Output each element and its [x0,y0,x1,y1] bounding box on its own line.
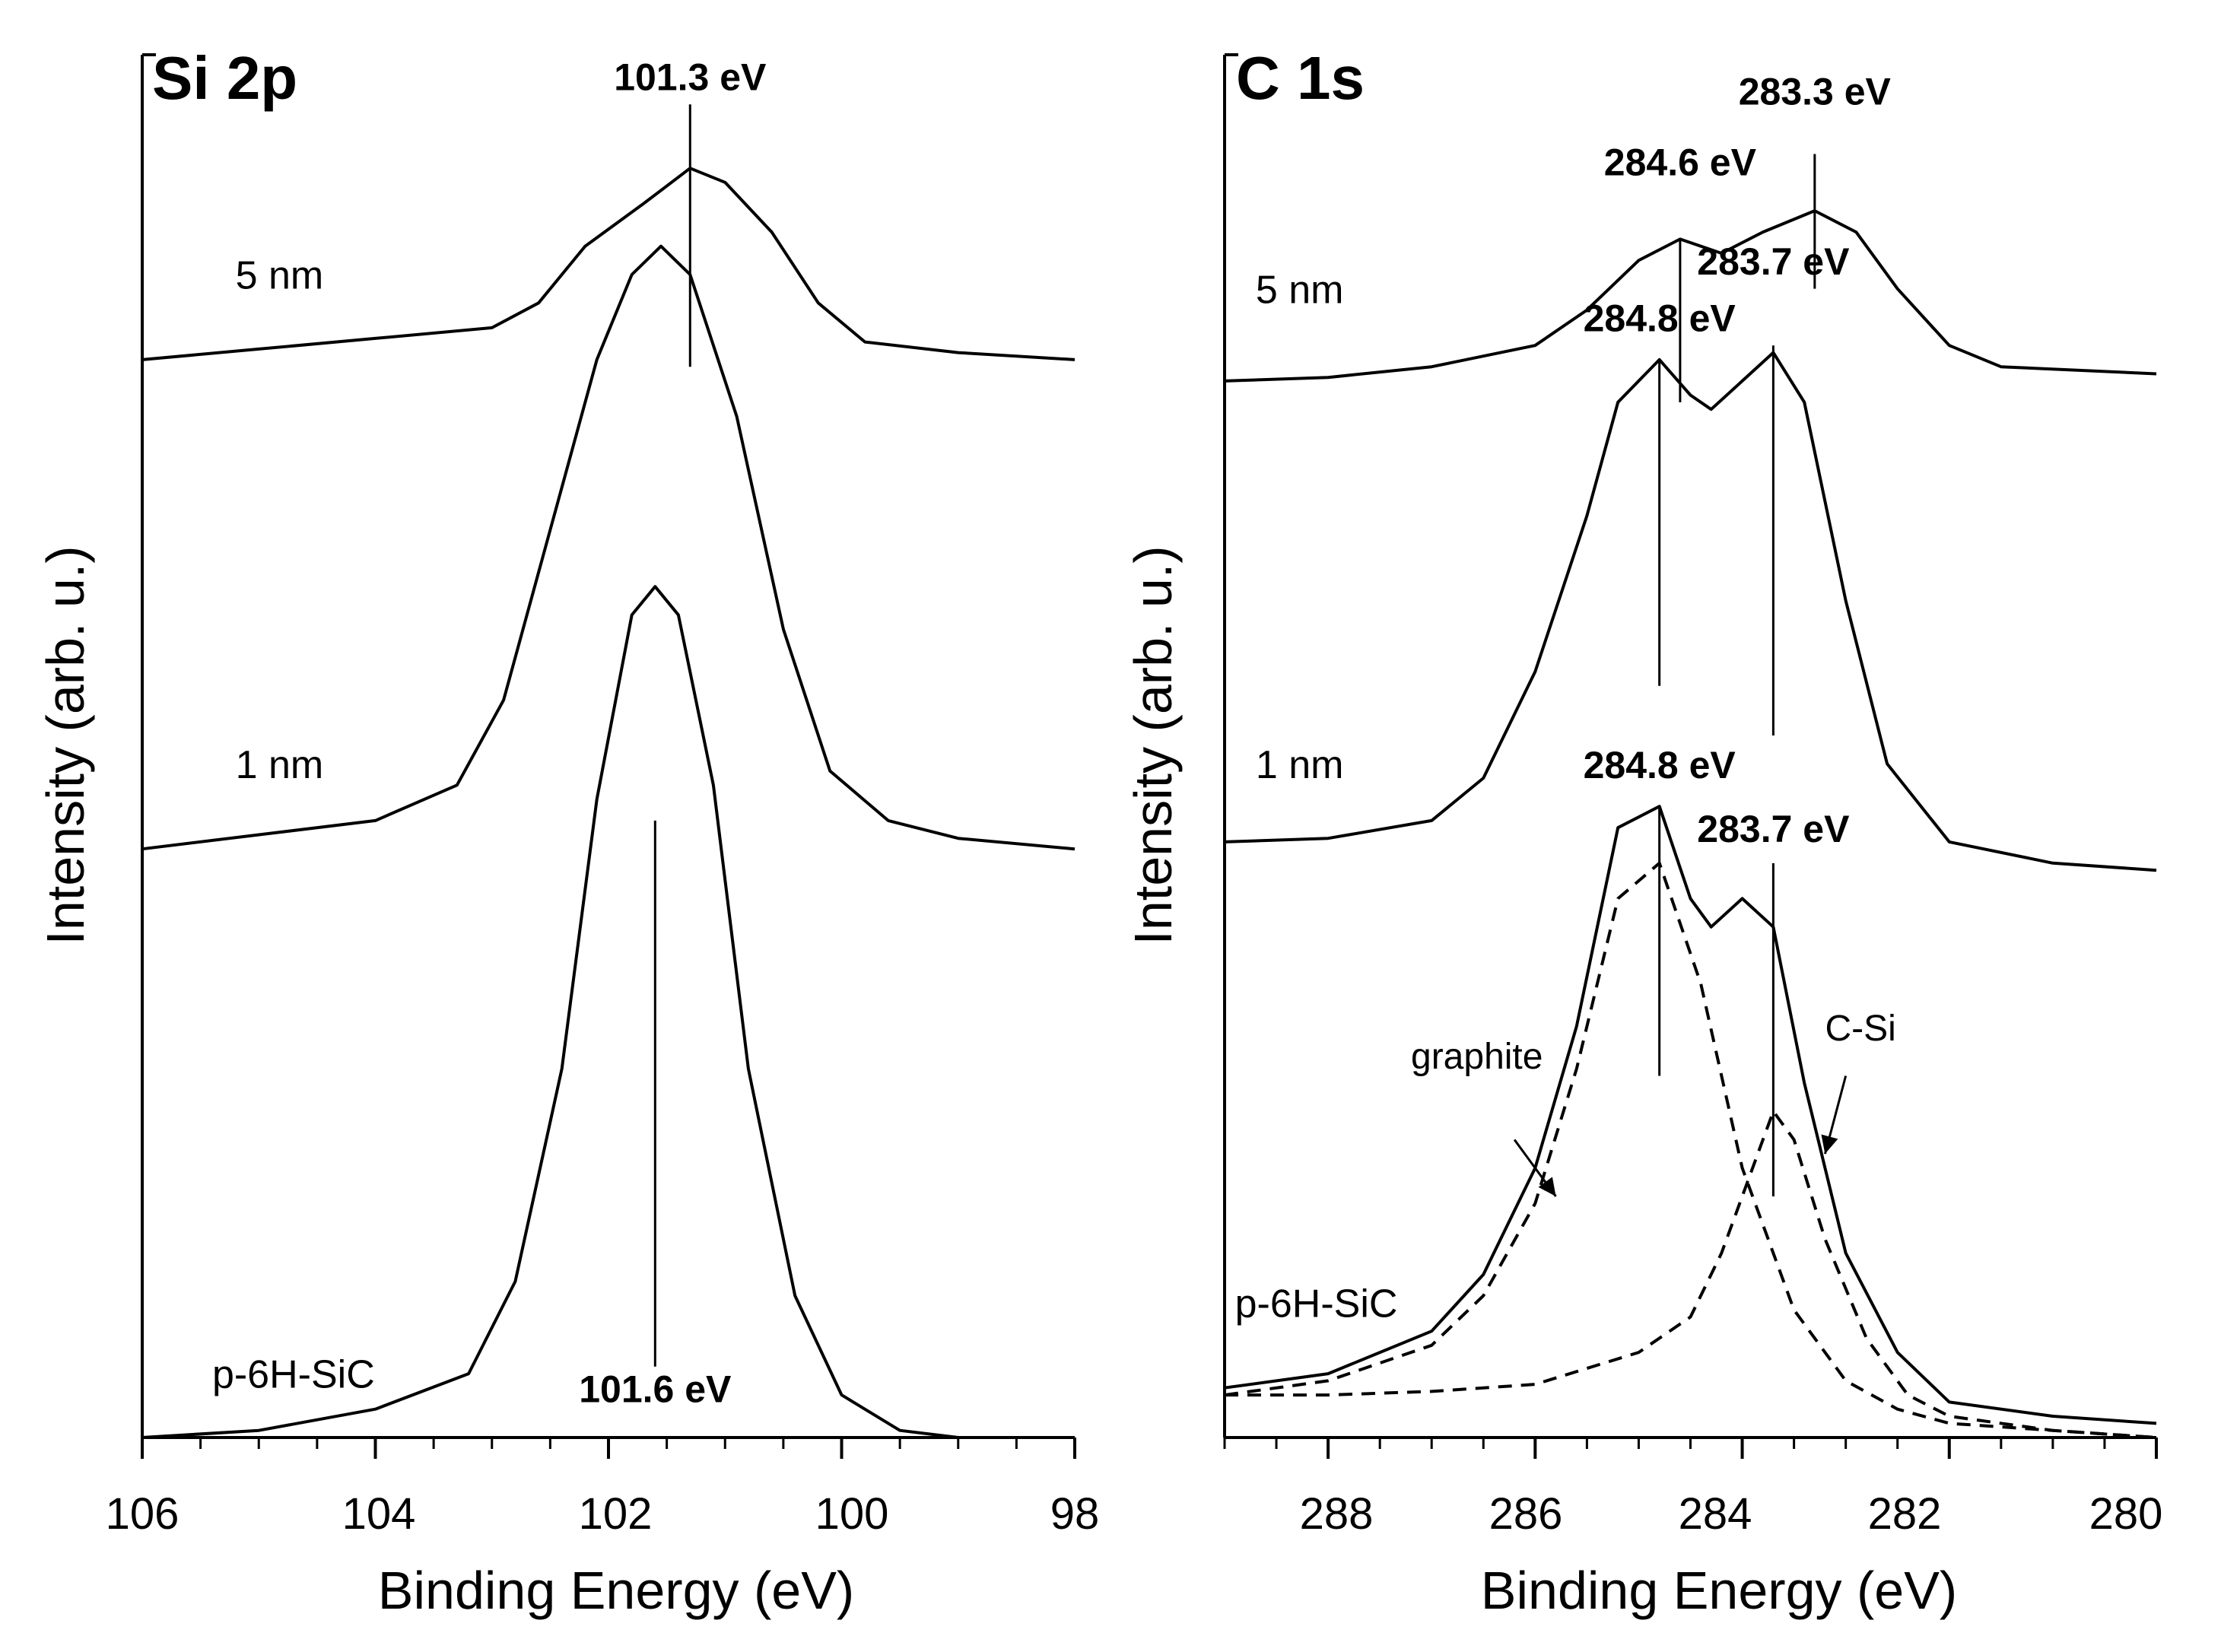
peak-label-1: 283.3 eV [1739,70,1892,113]
peak-label-1: 101.6 eV [579,1368,732,1410]
series-5-nm-spectrum [141,167,1076,361]
series-label-p-6h-sic: p-6H-SiC [1235,1282,1398,1326]
series-5-nm-spectrum [1224,209,2157,383]
c-1s-plot-area: 5 nm 1 nm p-6H-SiC 284.6 eV 283.3 eV 284.8 eV… [1223,53,2158,1459]
series-label-1-nm: 1 nm [1256,743,1344,787]
series-p-6h-sic-spectrum [141,585,1075,1439]
x-tick-label-280: 280 [2089,1489,2163,1539]
x-tick-label-100: 100 [815,1489,889,1539]
panel-title-si-2p: Si 2p [152,44,297,112]
annotation-graphite-arrow-head [1538,1177,1556,1196]
x-tick-label-286: 286 [1489,1489,1563,1539]
series-label-p-6h-sic: p-6H-SiC [212,1353,375,1397]
series-label-5-nm: 5 nm [1256,268,1344,312]
series-graphite-fit-curve [1224,861,2157,1439]
series-c-si-fit-curve [1225,1110,2157,1439]
panel-c-1s: C 1s Intensity (arb. u.) Binding Energy … [1123,44,2162,1620]
annotation-graphite-label: graphite [1411,1037,1543,1077]
panel-title-c-1s: C 1s [1236,44,1365,112]
peak-label-5: 283.7 eV [1697,808,1850,850]
peak-label-3: 283.7 eV [1697,240,1850,283]
y-axis-label-si-2p: Intensity (arb. u.) [36,545,95,945]
x-tick-label-106: 106 [106,1489,180,1539]
si-2p-plot-area: 5 nm 1 nm p-6H-SiC 101.3 eV 101.6 eV [141,53,1076,1459]
x-tick-label-102: 102 [579,1489,653,1539]
y-axis-label-c-1s: Intensity (arb. u.) [1123,545,1183,945]
peak-label-0: 284.6 eV [1604,141,1757,183]
series-p-6h-sic-spectrum [1224,805,2157,1425]
annotation-c-si-label: C-Si [1825,1009,1895,1049]
panel-si-2p: Si 2p Intensity (arb. u.) Binding Energy… [36,44,1099,1620]
x-tick-label-288: 288 [1300,1489,1374,1539]
x-axis-label-c-1s: Binding Energy (eV) [1481,1561,1957,1620]
x-tick-label-98: 98 [1050,1489,1100,1539]
peak-label-0: 101.3 eV [614,56,767,99]
series-label-5-nm: 5 nm [236,254,324,298]
annotation-c-si-arrow-head [1821,1134,1838,1155]
x-axis-label-si-2p: Binding Energy (eV) [378,1561,854,1620]
series-1-nm-spectrum [1224,351,2157,872]
peak-label-4: 284.8 eV [1584,744,1736,786]
x-tick-label-282: 282 [1868,1489,1942,1539]
x-tick-label-104: 104 [342,1489,416,1539]
x-tick-label-284: 284 [1679,1489,1752,1539]
peak-label-2: 284.8 eV [1584,297,1736,340]
series-label-1-nm: 1 nm [236,743,324,787]
series-1-nm-spectrum [141,244,1076,851]
